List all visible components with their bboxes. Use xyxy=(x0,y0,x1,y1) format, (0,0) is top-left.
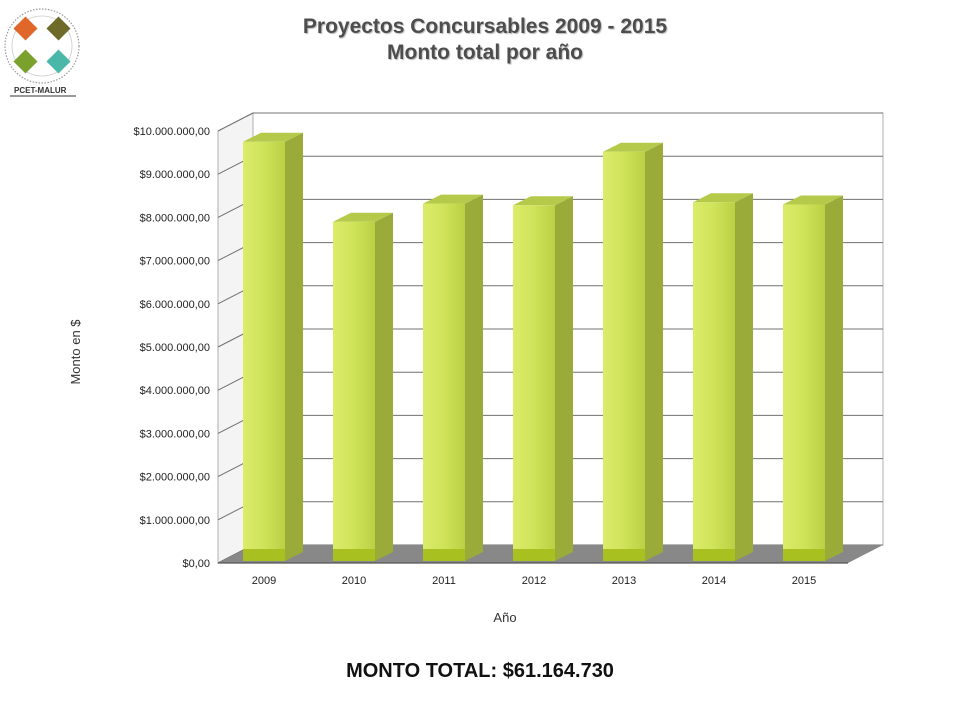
y-tick-label: $10.000.000,00 xyxy=(134,126,210,138)
y-tick-label: $0,00 xyxy=(182,558,210,570)
logo-caption: PCET-MALUR xyxy=(14,86,67,95)
bar-base xyxy=(513,549,555,561)
y-tick-label: $9.000.000,00 xyxy=(140,169,210,181)
bar xyxy=(603,151,645,561)
y-tick-label: $8.000.000,00 xyxy=(140,212,210,224)
bar-side xyxy=(645,142,663,561)
chart-title: Proyectos Concursables 2009 - 2015 Monto… xyxy=(230,14,740,66)
y-tick-label: $2.000.000,00 xyxy=(140,472,210,484)
bar-base xyxy=(243,549,285,561)
x-tick-label: 2012 xyxy=(522,575,546,587)
bar-top xyxy=(603,142,663,152)
y-tick-label: $1.000.000,00 xyxy=(140,515,210,527)
bar-side xyxy=(285,132,303,562)
bar-side xyxy=(555,196,573,561)
bar-chart: $0,00 $1.000.000,00 $2.000.000,00 $3.000.00… xyxy=(68,112,884,625)
x-tick-label: 2015 xyxy=(792,575,816,587)
x-tick-label: 2009 xyxy=(252,575,276,587)
x-tick-label: 2013 xyxy=(612,575,636,587)
bar xyxy=(333,221,375,561)
x-tick-label: 2014 xyxy=(702,575,726,587)
bar-top xyxy=(783,195,843,205)
bar-side xyxy=(825,195,843,561)
y-tick-label: $5.000.000,00 xyxy=(140,342,210,354)
bar-side xyxy=(465,194,483,562)
chart-title-line1: Proyectos Concursables 2009 - 2015 xyxy=(302,15,668,38)
bar-base xyxy=(693,549,735,561)
bar-top xyxy=(333,212,393,222)
y-tick-label: $7.000.000,00 xyxy=(140,256,210,268)
y-tick-label: $3.000.000,00 xyxy=(140,428,210,440)
bar-base xyxy=(783,549,825,561)
chart-title-line2: Monto total por año xyxy=(387,41,583,64)
bar-base xyxy=(333,549,375,561)
bar xyxy=(513,205,555,561)
gridline-depth xyxy=(217,112,254,132)
bar-side xyxy=(375,212,393,561)
bar-top xyxy=(243,132,303,142)
y-tick-label: $6.000.000,00 xyxy=(140,299,210,311)
bar xyxy=(243,141,285,562)
bar-side xyxy=(735,193,753,561)
y-tick-label: $4.000.000,00 xyxy=(140,385,210,397)
x-tick-label: 2011 xyxy=(432,575,456,587)
x-axis-title: Año xyxy=(493,610,516,625)
bar-base xyxy=(603,549,645,561)
bar xyxy=(783,204,825,561)
bar xyxy=(423,203,465,562)
total-amount: MONTO TOTAL: $61.164.730 xyxy=(346,660,614,682)
bar xyxy=(693,202,735,561)
bar-top xyxy=(513,196,573,206)
bar-top xyxy=(693,193,753,203)
y-axis-title: Monto en $ xyxy=(68,319,83,385)
bar-top xyxy=(423,194,483,204)
pcet-malur-logo: PCET-MALUR xyxy=(4,8,80,97)
x-tick-label: 2010 xyxy=(342,575,366,587)
bar-base xyxy=(423,549,465,561)
